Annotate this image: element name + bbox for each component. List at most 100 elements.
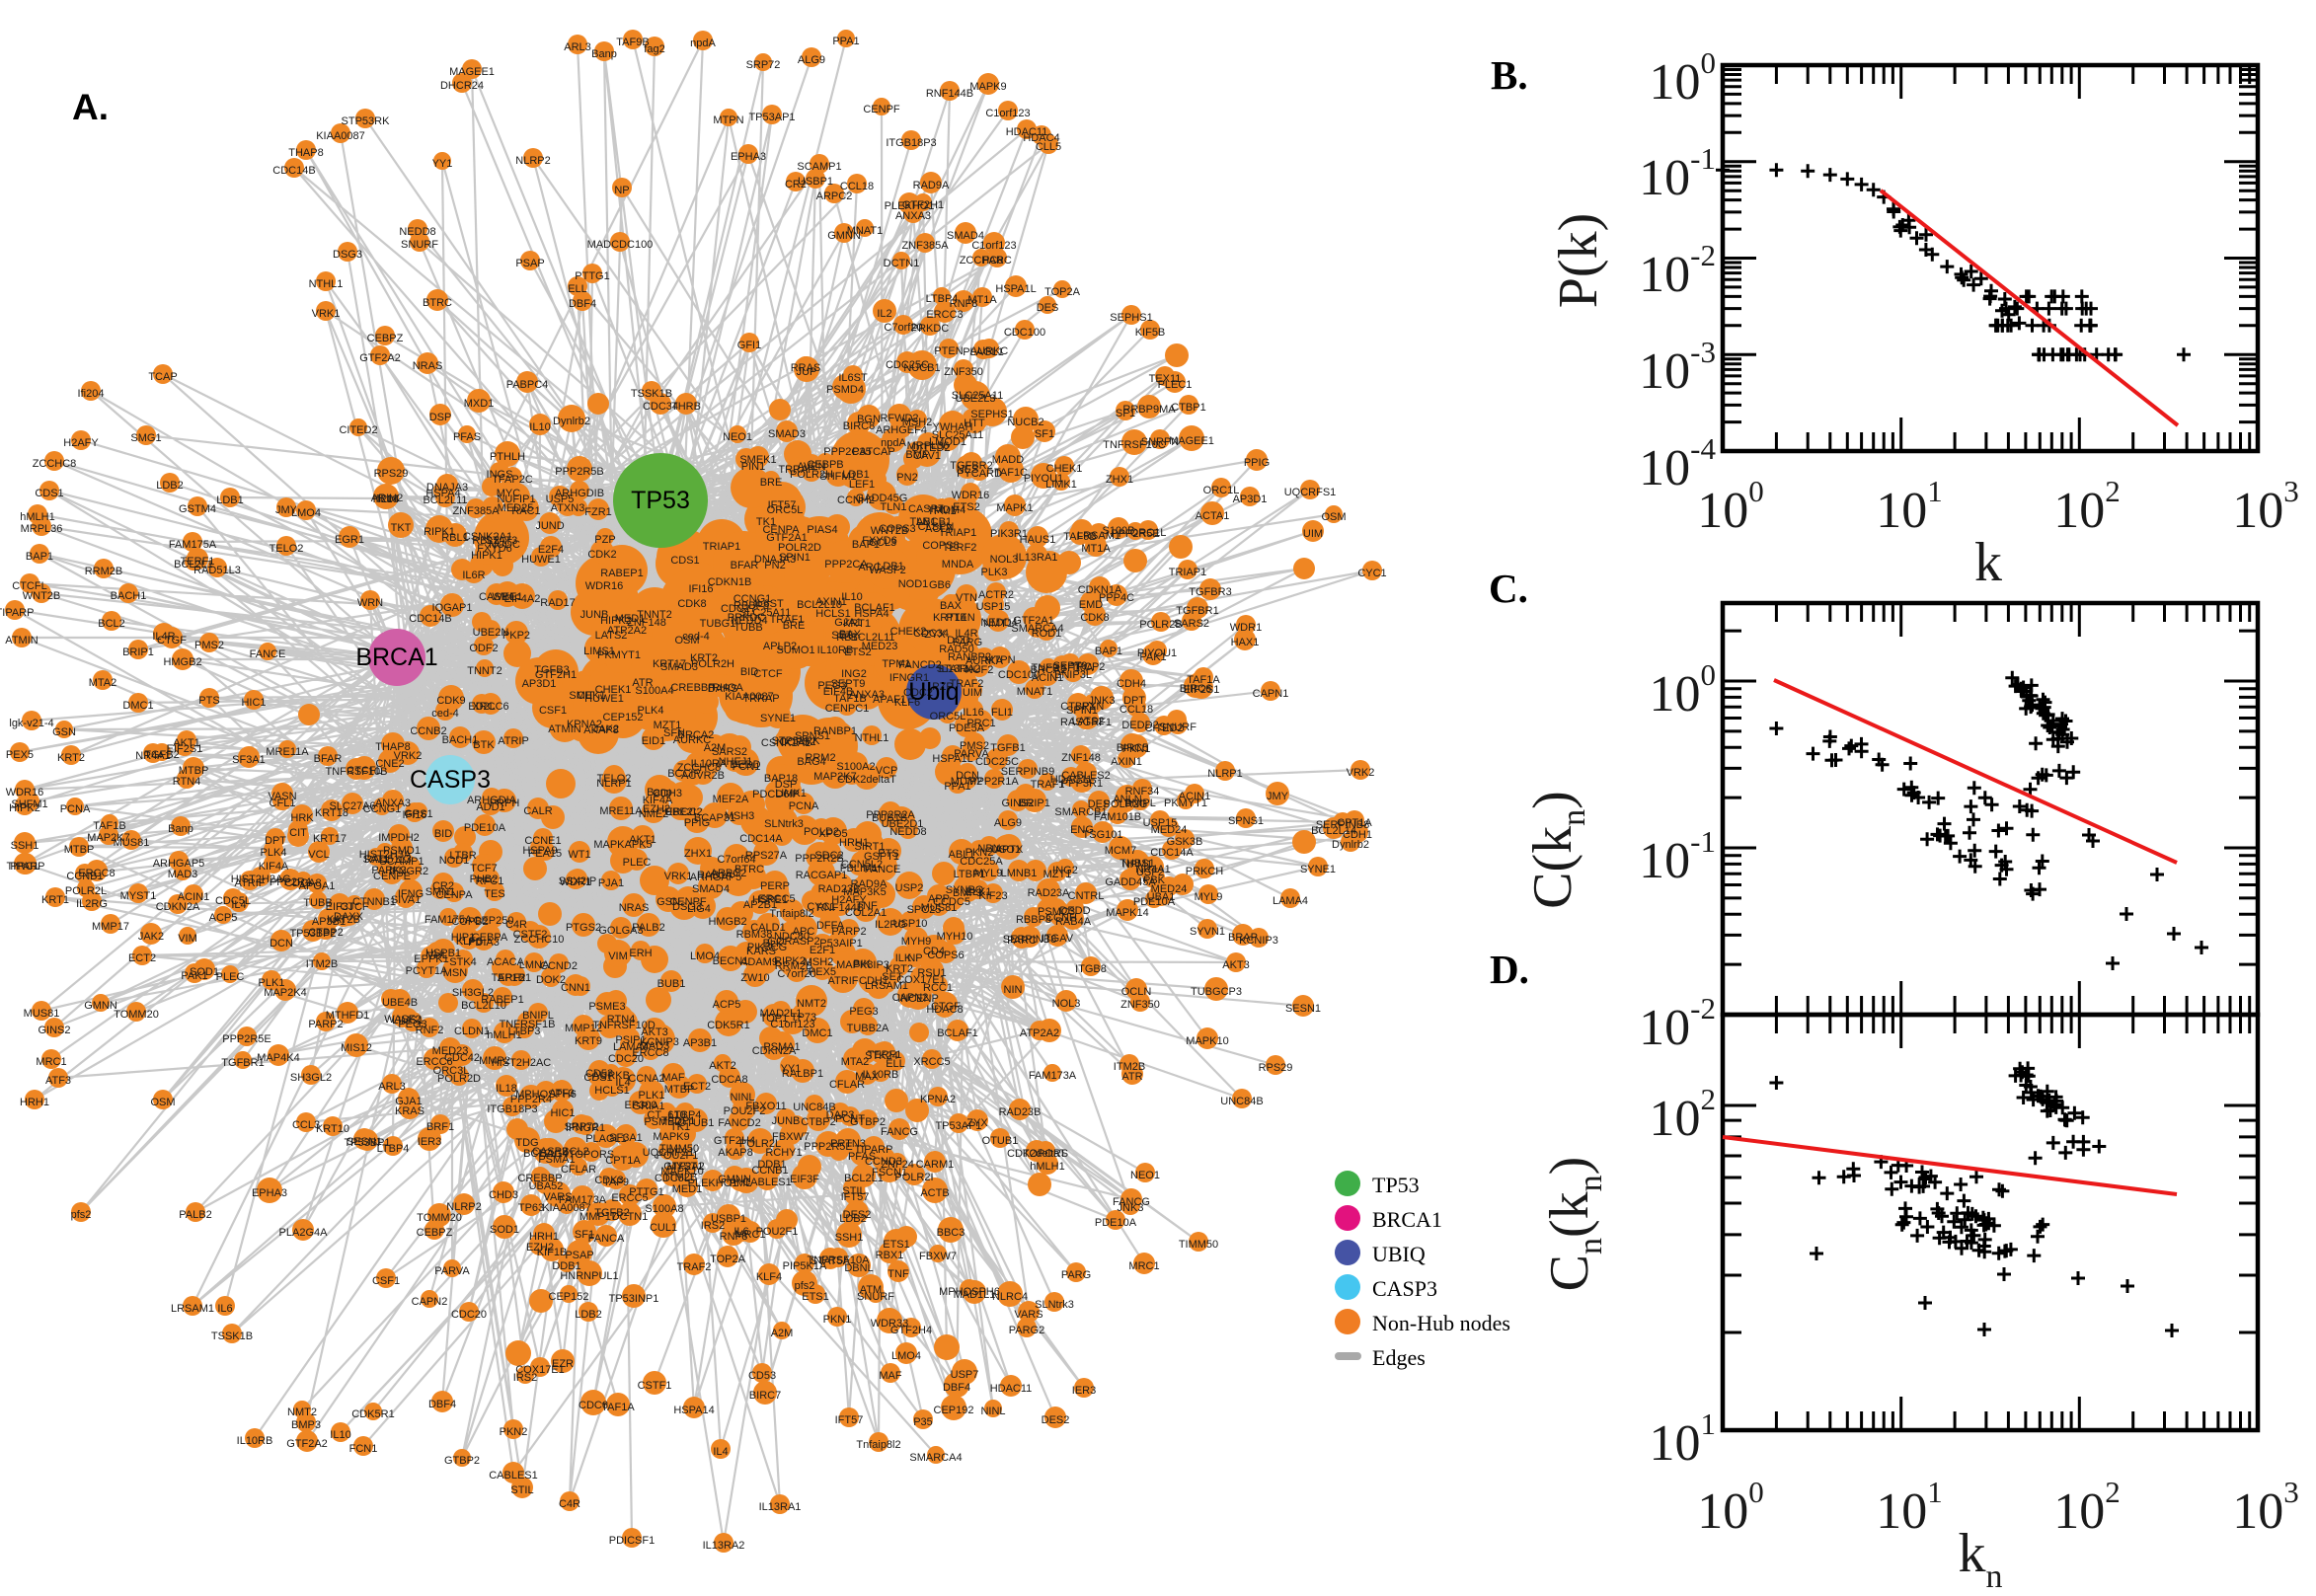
svg-text:Dynlrb2: Dynlrb2 — [1332, 839, 1369, 851]
svg-text:PLEC: PLEC — [623, 857, 652, 869]
svg-text:AP2B1: AP2B1 — [743, 899, 777, 911]
svg-text:IL13RA2: IL13RA2 — [703, 1540, 745, 1552]
svg-text:10-1: 10-1 — [1639, 824, 1716, 889]
svg-text:KIF23: KIF23 — [978, 890, 1007, 902]
svg-text:ACTB: ACTB — [920, 1187, 949, 1199]
svg-text:HMGB2: HMGB2 — [163, 656, 201, 668]
svg-text:PMS2: PMS2 — [960, 740, 989, 752]
svg-text:PTGS2: PTGS2 — [566, 922, 601, 934]
svg-text:RAD23A: RAD23A — [1028, 887, 1070, 899]
svg-text:CCNA2: CCNA2 — [628, 1073, 664, 1085]
svg-text:MAPKAPK5: MAPKAPK5 — [593, 839, 652, 851]
svg-text:MAGEE1: MAGEE1 — [1169, 435, 1214, 447]
svg-text:RRAS: RRAS — [791, 362, 821, 374]
svg-text:UBE2N: UBE2N — [473, 627, 509, 639]
svg-text:FBLIM1: FBLIM1 — [840, 863, 879, 874]
svg-text:PPP2CA: PPP2CA — [823, 446, 867, 458]
svg-text:RCC1: RCC1 — [923, 982, 953, 994]
svg-text:MTBP: MTBP — [179, 765, 209, 777]
svg-text:SNURF: SNURF — [857, 1291, 894, 1303]
svg-text:MTPN: MTPN — [713, 114, 743, 126]
svg-text:HIC1: HIC1 — [550, 1107, 575, 1119]
svg-text:JUND: JUND — [535, 520, 564, 532]
svg-text:TCAP: TCAP — [148, 371, 177, 383]
svg-text:NOD1: NOD1 — [439, 855, 470, 867]
svg-text:PRC1: PRC1 — [10, 861, 39, 873]
svg-text:APC: APC — [793, 926, 815, 938]
svg-text:BIRC7: BIRC7 — [749, 1390, 781, 1402]
svg-text:PPP4C: PPP4C — [1099, 592, 1134, 604]
svg-text:CDK9: CDK9 — [436, 695, 465, 707]
svg-text:SLNtrk3: SLNtrk3 — [1035, 1299, 1074, 1311]
svg-text:RFC1: RFC1 — [476, 875, 504, 887]
svg-text:CFL1: CFL1 — [270, 798, 296, 809]
svg-text:SLNtrk3: SLNtrk3 — [764, 818, 804, 830]
svg-text:TRAF2: TRAF2 — [677, 1261, 712, 1273]
svg-text:PCNA: PCNA — [60, 803, 91, 815]
svg-text:CD53: CD53 — [748, 1370, 776, 1382]
svg-text:TOP2A: TOP2A — [1044, 286, 1081, 298]
svg-text:TP53AP1: TP53AP1 — [748, 112, 795, 123]
svg-text:FBXW7: FBXW7 — [919, 1251, 957, 1262]
svg-text:CDC100: CDC100 — [1004, 327, 1045, 339]
svg-text:BCL2L10: BCL2L10 — [461, 1000, 506, 1012]
svg-text:IMPDH2: IMPDH2 — [378, 832, 420, 844]
svg-text:TOMM20: TOMM20 — [417, 1212, 462, 1224]
svg-text:KIAA0087: KIAA0087 — [316, 130, 365, 142]
svg-text:IL6: IL6 — [733, 1226, 748, 1238]
svg-text:USBP1: USBP1 — [798, 176, 833, 188]
svg-text:AKAP8: AKAP8 — [718, 1147, 752, 1159]
svg-text:RAD51L3: RAD51L3 — [193, 565, 241, 576]
svg-text:VIM: VIM — [178, 933, 197, 945]
svg-text:IL18: IL18 — [377, 494, 398, 505]
svg-text:JUNB: JUNB — [772, 1115, 801, 1127]
svg-text:DBF4: DBF4 — [428, 1399, 456, 1410]
svg-text:ITGB8: ITGB8 — [1075, 963, 1107, 975]
svg-text:BNIPL: BNIPL — [1124, 798, 1156, 809]
svg-text:PCYT1A: PCYT1A — [406, 965, 448, 977]
svg-text:PRTN3: PRTN3 — [830, 1138, 866, 1150]
svg-text:POU2F1: POU2F1 — [756, 1226, 799, 1238]
svg-text:TGFBR3: TGFBR3 — [1189, 586, 1231, 598]
svg-text:MAGEE1: MAGEE1 — [449, 66, 495, 78]
svg-text:CDC25A: CDC25A — [960, 856, 1003, 868]
svg-text:ITM2B: ITM2B — [1114, 1061, 1145, 1073]
svg-text:C1orf123: C1orf123 — [985, 108, 1030, 119]
svg-text:CTBP2: CTBP2 — [308, 927, 343, 939]
svg-text:LAMA4: LAMA4 — [1273, 895, 1308, 907]
svg-text:HIC1: HIC1 — [241, 697, 266, 709]
svg-text:ITGB18P3: ITGB18P3 — [487, 1103, 537, 1115]
svg-text:HSPA1L: HSPA1L — [995, 283, 1036, 295]
svg-text:IL4R: IL4R — [152, 631, 175, 643]
svg-text:ZNF385A: ZNF385A — [901, 240, 949, 252]
svg-text:hMLH1: hMLH1 — [20, 511, 54, 523]
svg-text:RPS29: RPS29 — [374, 468, 409, 480]
svg-text:CSTF1: CSTF1 — [638, 1380, 672, 1392]
svg-text:BRF1: BRF1 — [426, 1121, 454, 1133]
svg-text:DSG3: DSG3 — [333, 249, 362, 261]
svg-text:TP53: TP53 — [631, 487, 690, 514]
svg-text:PKMYT1: PKMYT1 — [597, 649, 641, 661]
svg-text:TRIAP1: TRIAP1 — [1169, 567, 1207, 578]
svg-text:RSU1: RSU1 — [917, 967, 946, 979]
svg-text:TGFB1: TGFB1 — [990, 742, 1025, 754]
svg-text:PIP5K1A: PIP5K1A — [783, 1260, 827, 1272]
svg-text:LMO4: LMO4 — [891, 1350, 921, 1362]
svg-text:KLF4: KLF4 — [756, 1271, 782, 1283]
svg-text:AKT2: AKT2 — [709, 1060, 736, 1072]
svg-text:PZP: PZP — [594, 534, 615, 546]
svg-text:S100A8: S100A8 — [645, 1203, 683, 1215]
svg-text:CDC14B: CDC14B — [272, 165, 315, 177]
svg-text:ACIN1: ACIN1 — [1179, 791, 1210, 802]
svg-text:CHEK2: CHEK2 — [890, 626, 927, 638]
svg-text:Non-Hub nodes: Non-Hub nodes — [1372, 1311, 1510, 1335]
svg-text:PARVA: PARVA — [434, 1265, 470, 1277]
svg-text:DPT: DPT — [265, 835, 286, 847]
svg-text:SF1: SF1 — [1116, 408, 1135, 419]
svg-text:P(k): P(k) — [1548, 213, 1609, 308]
svg-text:XPO5: XPO5 — [818, 828, 847, 840]
svg-text:A2M: A2M — [771, 1328, 794, 1339]
svg-text:PRPH: PRPH — [490, 798, 520, 809]
svg-text:CSF1: CSF1 — [372, 1275, 400, 1287]
svg-text:CTCF: CTCF — [340, 901, 369, 913]
